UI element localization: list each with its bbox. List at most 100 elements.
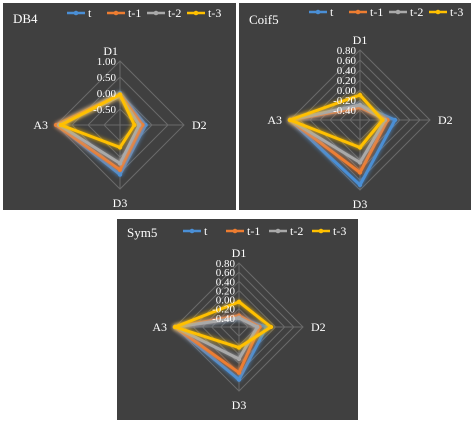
axis-label-d1: D1 (232, 246, 247, 260)
axis-label-d3: D3 (113, 196, 128, 210)
data-point-t-1 (236, 370, 242, 375)
legend-label-t-2: t-2 (290, 224, 303, 238)
tick-label: -0.20 (333, 95, 356, 107)
tick-label: 0.20 (216, 285, 236, 297)
axis-label-d3: D3 (232, 398, 247, 412)
chart-panel-sym5: Sym5 0.80 0.60 0.40 0.20 0.00 -0.20 -0.40 D1 D2 D3… (117, 219, 358, 420)
series-group (53, 90, 148, 177)
legend-marker-t-3 (318, 228, 324, 234)
data-point-t-2 (357, 160, 363, 165)
tick-label: 0.80 (216, 258, 236, 270)
data-point-t-2 (117, 161, 123, 166)
chart-title: Sym5 (127, 225, 157, 240)
data-point-t-3 (117, 92, 123, 97)
data-point-t (143, 122, 148, 128)
legend-label-t: t (330, 5, 334, 19)
data-point-t-1 (117, 167, 123, 172)
radar-chart-sym5: Sym5 0.800.600.400.200.00-0.20-0.40 D1 D2 D3… (127, 224, 346, 412)
data-point-t (357, 182, 363, 188)
legend-marker-t-2 (275, 228, 281, 234)
data-point-t-3 (236, 345, 242, 350)
tick-label: -0.50 (93, 104, 116, 116)
tick-label: 0.00 (337, 85, 357, 97)
legend-label-t-3: t-3 (333, 224, 346, 238)
data-point-t-3 (132, 122, 137, 128)
legend-label-t-2: t-2 (410, 5, 423, 19)
data-point-t-1 (357, 170, 363, 175)
data-point-t (236, 377, 242, 382)
tick-label: 0.80 (337, 45, 357, 57)
data-point-t-3 (58, 122, 63, 128)
legend: t t-1 t-2 t-3 (67, 6, 221, 20)
chart-panel-db4: DB4 1.00 0.50 0.00 -0.50 D1 D2 D3 A3 t t-1 t-2 t-3 (3, 3, 236, 210)
axis-label-d3: D3 (353, 197, 368, 210)
data-point-t-3 (357, 92, 363, 98)
legend-label-t: t (204, 224, 208, 238)
legend-marker-t (189, 228, 195, 234)
legend-marker-t (73, 10, 79, 16)
data-point-t (117, 172, 123, 177)
data-point-t-1 (140, 122, 145, 128)
legend-label-t-3: t-3 (450, 5, 463, 19)
series-group (287, 92, 398, 188)
data-point-t-3 (117, 145, 123, 150)
data-point-t-2 (137, 122, 142, 128)
data-point-t-3 (380, 117, 385, 123)
data-point-t-2 (357, 102, 363, 108)
axis-label-a3: A3 (152, 320, 167, 334)
data-point-t-3 (268, 324, 274, 330)
axis-label-d2: D2 (192, 118, 207, 132)
legend: t t-1 t-2 t-3 (183, 224, 346, 238)
tick-label: -0.40 (212, 313, 235, 325)
axis-label-a3: A3 (33, 118, 48, 132)
legend-marker-t-3 (193, 10, 199, 16)
data-point-t-2 (255, 324, 260, 330)
legend-marker-t-3 (435, 9, 441, 15)
data-point-t-3 (172, 324, 178, 330)
legend-marker-t (315, 9, 321, 15)
radar-chart-coif5: Coif5 0.800.600.400.200.00-0.20-0.40 D1 D2 D… (249, 5, 463, 210)
axis-label-d2: D2 (438, 113, 453, 127)
axis-label-d1: D1 (103, 44, 118, 58)
legend-label-t-1: t-1 (247, 224, 260, 238)
data-point-t-2 (236, 356, 242, 362)
tick-label: 0.60 (216, 267, 236, 279)
chart-panel-coif5: Coif5 0.80 0.60 0.40 0.20 0.00 -0.20 -0.40 D1 D2 D… (239, 3, 471, 210)
tick-label: 0.20 (337, 75, 357, 87)
radar-grid (289, 49, 431, 191)
legend-label-t-1: t-1 (370, 5, 383, 19)
legend-label-t-1: t-1 (128, 6, 141, 20)
axis-label-d1: D1 (353, 33, 368, 47)
axis-label-a3: A3 (267, 113, 282, 127)
tick-label: 0.40 (337, 65, 357, 77)
legend-marker-t-2 (395, 9, 401, 15)
chart-title: DB4 (13, 11, 38, 26)
legend-label-t-3: t-3 (208, 6, 221, 20)
data-point-t-3 (287, 117, 293, 123)
legend-marker-t-1 (113, 10, 119, 16)
tick-label: 0.00 (97, 88, 117, 100)
data-point-t-2 (236, 315, 242, 321)
legend-label-t: t (88, 6, 92, 20)
data-point-t-3 (236, 299, 242, 305)
tick-label: 0.50 (97, 72, 117, 84)
tick-label: 1.00 (97, 56, 117, 68)
data-point-t (392, 117, 398, 123)
legend-label-t-2: t-2 (168, 6, 181, 20)
legend-marker-t-1 (355, 9, 361, 15)
legend-marker-t-2 (153, 10, 159, 16)
tick-label: 0.40 (216, 276, 236, 288)
data-point-t-3 (357, 145, 363, 150)
legend: t t-1 t-2 t-3 (309, 5, 463, 19)
radar-chart-db4: DB4 1.00 0.50 0.00 -0.50 D1 D2 D3 A3 t t-1 t-2 t-3 (13, 6, 221, 210)
legend-marker-t-1 (232, 228, 238, 234)
tick-label: 0.60 (337, 55, 357, 67)
data-point-t-1 (53, 122, 59, 128)
tick-label: -0.40 (333, 105, 356, 117)
chart-title: Coif5 (249, 12, 279, 27)
tick-label: 0.00 (216, 295, 236, 307)
series-line-t-3 (59, 93, 136, 149)
tick-label: -0.20 (212, 304, 235, 316)
axis-label-d2: D2 (311, 320, 326, 334)
series-group (172, 299, 274, 382)
